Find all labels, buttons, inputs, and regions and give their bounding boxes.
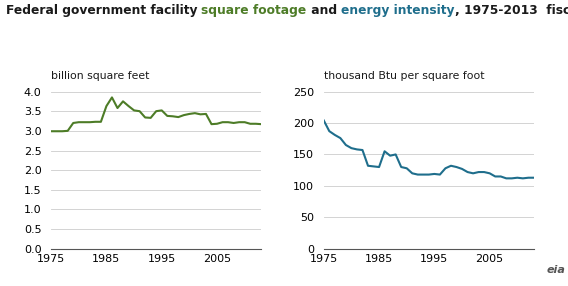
Text: square footage: square footage <box>202 4 307 17</box>
Text: energy intensity: energy intensity <box>341 4 454 17</box>
Text: billion square feet: billion square feet <box>51 71 149 81</box>
Text: , 1975-2013  fiscal years: , 1975-2013 fiscal years <box>454 4 568 17</box>
Text: and: and <box>307 4 341 17</box>
Text: thousand Btu per square foot: thousand Btu per square foot <box>324 71 485 81</box>
Text: eia: eia <box>546 265 565 275</box>
Text: Federal government facility: Federal government facility <box>6 4 202 17</box>
